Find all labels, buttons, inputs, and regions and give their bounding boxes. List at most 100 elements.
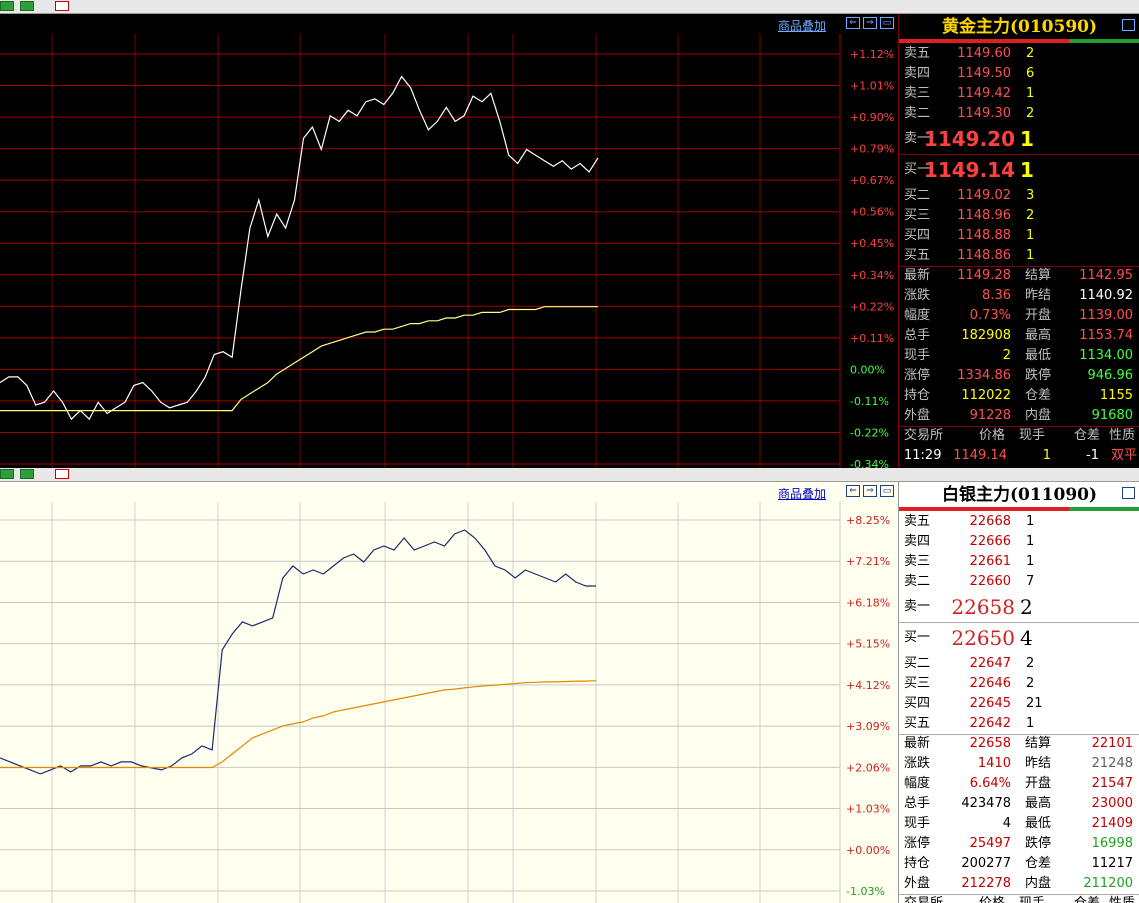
bid-row[interactable]: 买二 22647 2: [899, 654, 1139, 674]
trade-cell: 1: [1042, 448, 1051, 463]
silver-intraday-chart[interactable]: +8.25% +7.21% +6.18% +5.15% +4.12% +3.09% +2.0…: [0, 482, 898, 903]
trade-cell: -1: [1086, 448, 1099, 463]
bid-price: 22650: [951, 626, 1015, 650]
bid-row[interactable]: 买五 1148.86 1: [899, 246, 1139, 266]
stat-value: 212278: [961, 876, 1011, 891]
tab-2[interactable]: [20, 1, 34, 11]
ask-row[interactable]: 卖五 22668 1: [899, 512, 1139, 532]
maximize-icon[interactable]: [1122, 487, 1135, 499]
bid-row[interactable]: 买二 1149.02 3: [899, 186, 1139, 206]
quote-stat-row: 持仓 112022 仓差 1155: [899, 386, 1139, 406]
tab-2[interactable]: [20, 469, 34, 479]
stat-label: 现手: [904, 816, 931, 831]
bid-volume: 2: [1026, 208, 1035, 223]
tab-1[interactable]: [0, 1, 14, 11]
ask-row[interactable]: 卖二 22660 7: [899, 572, 1139, 592]
average-line: [0, 680, 597, 769]
next-icon[interactable]: ⇒: [863, 485, 877, 497]
ask-volume: 2: [1026, 106, 1035, 121]
trade-header-cell: 性质: [1109, 428, 1136, 443]
ask-price: 22666: [969, 534, 1011, 549]
bid-row[interactable]: 买一 1149.14 1: [899, 154, 1139, 186]
tab-3[interactable]: [55, 1, 69, 11]
stat-value: 6.64%: [969, 776, 1011, 791]
bid-row[interactable]: 买一 22650 4: [899, 622, 1139, 654]
bid-row[interactable]: 买四 1148.88 1: [899, 226, 1139, 246]
ask-volume: 6: [1026, 66, 1035, 81]
stat-value: 21409: [1091, 816, 1133, 831]
ask-row[interactable]: 卖一 1149.20 1: [899, 124, 1139, 154]
trade-row[interactable]: 11:29 1149.14 1 -1 双平: [899, 446, 1139, 466]
restore-icon[interactable]: ▭: [880, 485, 894, 497]
ask-row[interactable]: 卖四 1149.50 6: [899, 64, 1139, 84]
stat-label: 开盘: [1025, 308, 1052, 323]
bid-price: 22642: [969, 716, 1011, 731]
ask-price: 1149.20: [923, 127, 1015, 151]
divider: [899, 622, 1139, 623]
next-icon[interactable]: ⇒: [863, 17, 877, 29]
trade-list-header: 交易所 价格现手 仓差性质: [899, 426, 1139, 446]
prev-icon[interactable]: ⇐: [846, 485, 860, 497]
stat-value: 946.96: [1087, 368, 1134, 383]
y-tick-label: +1.01%: [850, 80, 894, 93]
maximize-icon[interactable]: [1122, 19, 1135, 31]
silver-overlay-link[interactable]: 商品叠加: [778, 487, 827, 501]
stat-value: 423478: [961, 796, 1011, 811]
bid-row[interactable]: 买五 22642 1: [899, 714, 1139, 734]
trade-header-cell: 性质: [1109, 894, 1135, 903]
bid-volume: 2: [1026, 676, 1035, 691]
divider: [899, 734, 1139, 735]
bid-label: 买一: [904, 162, 931, 177]
trade-header-cell: 仓差: [1074, 428, 1101, 443]
ask-row[interactable]: 卖三 1149.42 1: [899, 84, 1139, 104]
quote-stat-row: 涨跌 8.36 昨结 1140.92: [899, 286, 1139, 306]
trade-cell: 1149.14: [953, 448, 1007, 463]
stat-label: 昨结: [1025, 288, 1052, 303]
ask-row[interactable]: 卖三 22661 1: [899, 552, 1139, 572]
bid-volume: 21: [1026, 696, 1043, 711]
restore-icon[interactable]: ▭: [880, 17, 894, 29]
stat-label: 最新: [904, 736, 931, 751]
bid-row[interactable]: 买四 22645 21: [899, 694, 1139, 714]
quote-stat-row: 外盘 91228 内盘 91680: [899, 406, 1139, 426]
bid-price: 22645: [969, 696, 1011, 711]
y-tick-label: +0.11%: [850, 332, 894, 345]
stat-value: 211200: [1083, 876, 1133, 891]
prev-icon[interactable]: ⇐: [846, 17, 860, 29]
stat-label: 幅度: [904, 308, 931, 323]
gold-intraday-chart[interactable]: +1.12% +1.01% +0.90% +0.79% +0.67% +0.56% +0.4…: [0, 14, 898, 468]
stat-value: 25497: [969, 836, 1011, 851]
ask-label: 卖五: [904, 514, 931, 529]
stat-label: 内盘: [1025, 408, 1052, 423]
gold-overlay-link[interactable]: 商品叠加: [778, 19, 827, 33]
silver-nav-buttons: ⇐ ⇒ ▭: [846, 485, 896, 498]
stat-value: 1142.95: [1079, 268, 1133, 283]
trade-header-cell: 交易所: [904, 428, 944, 443]
stat-value: 182908: [961, 328, 1011, 343]
y-tick-label: +0.45%: [850, 237, 894, 250]
ask-row[interactable]: 卖四 22666 1: [899, 532, 1139, 552]
bid-price: 1148.88: [957, 228, 1011, 243]
y-tick-label: +0.67%: [850, 174, 894, 187]
y-tick-label: +7.21%: [846, 555, 890, 568]
ask-row[interactable]: 卖二 1149.30 2: [899, 104, 1139, 124]
y-tick-label: -0.34%: [850, 458, 889, 468]
stat-label: 最低: [1025, 816, 1052, 831]
ask-row[interactable]: 卖一 22658 2: [899, 592, 1139, 622]
tab-1[interactable]: [0, 469, 14, 479]
divider: [899, 426, 1139, 427]
trade-header-cell: 交易所: [904, 894, 943, 903]
ask-row[interactable]: 卖五 1149.60 2: [899, 44, 1139, 64]
tab-3[interactable]: [55, 469, 69, 479]
bid-label: 买四: [904, 228, 931, 243]
bid-row[interactable]: 买三 22646 2: [899, 674, 1139, 694]
ask-price: 22661: [969, 554, 1011, 569]
stat-label: 结算: [1025, 736, 1052, 751]
y-tick-label: -0.11%: [850, 395, 889, 408]
stat-value: 2: [1002, 348, 1011, 363]
ask-price: 22660: [969, 574, 1011, 589]
ask-label: 卖四: [904, 66, 931, 81]
bid-label: 买二: [904, 188, 931, 203]
bid-row[interactable]: 买三 1148.96 2: [899, 206, 1139, 226]
bid-volume: 1: [1026, 228, 1035, 243]
